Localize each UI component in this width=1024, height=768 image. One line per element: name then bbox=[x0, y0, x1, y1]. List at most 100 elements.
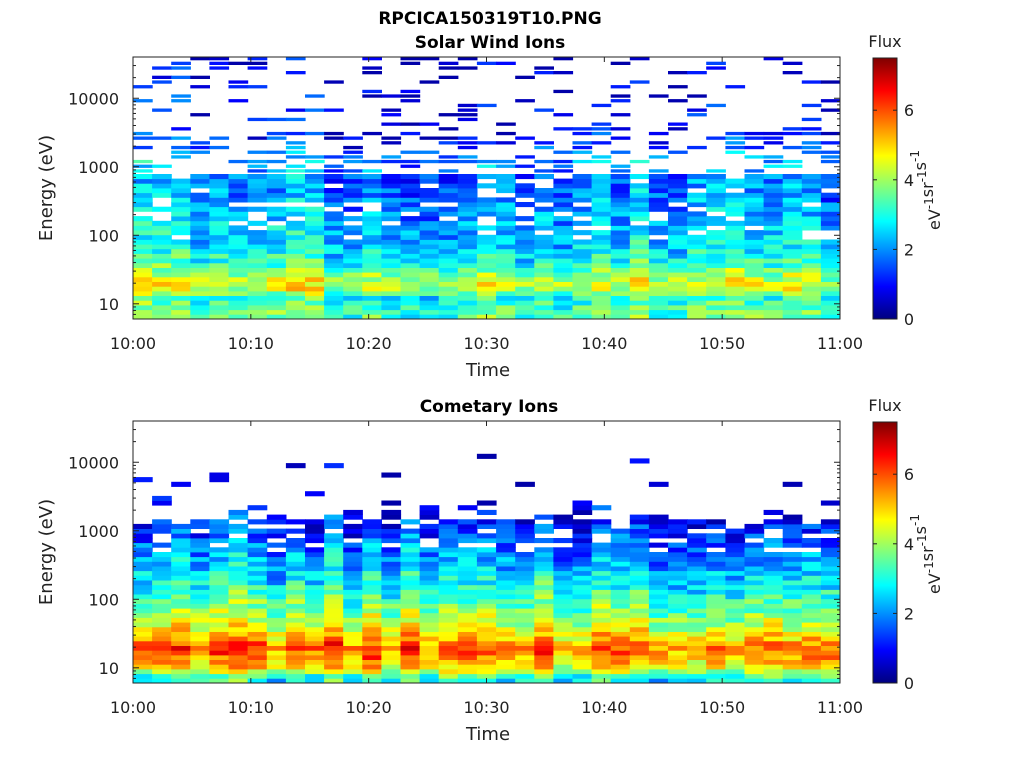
heatmap-cell bbox=[687, 589, 707, 595]
heatmap-cell bbox=[668, 300, 688, 306]
heatmap-cell bbox=[305, 617, 325, 623]
heatmap-cell bbox=[763, 556, 784, 562]
heatmap-cell bbox=[419, 673, 440, 679]
heatmap-cell bbox=[247, 244, 268, 250]
heatmap-cell bbox=[782, 131, 803, 136]
heatmap-cell bbox=[438, 178, 459, 184]
heatmap-cell bbox=[324, 281, 344, 287]
heatmap-cell bbox=[400, 164, 421, 168]
heatmap-cell bbox=[553, 612, 574, 618]
heatmap-cell bbox=[209, 272, 230, 278]
heatmap-cell bbox=[591, 603, 612, 609]
heatmap-cell bbox=[744, 145, 765, 150]
heatmap-cell bbox=[457, 155, 478, 159]
heatmap-cell bbox=[629, 528, 650, 534]
heatmap-cell bbox=[457, 267, 478, 273]
heatmap-cell bbox=[763, 612, 784, 618]
heatmap-cell bbox=[457, 108, 478, 112]
heatmap-cell bbox=[305, 258, 325, 264]
heatmap-cell bbox=[190, 183, 210, 189]
heatmap-cell bbox=[591, 589, 612, 595]
heatmap-cell bbox=[305, 174, 325, 180]
heatmap-cell bbox=[285, 131, 306, 136]
heatmap-cell bbox=[572, 309, 593, 315]
heatmap-cell bbox=[801, 295, 822, 301]
heatmap-cell bbox=[457, 561, 478, 567]
heatmap-cell bbox=[572, 552, 593, 558]
heatmap-cell bbox=[782, 197, 803, 203]
heatmap-cell bbox=[534, 272, 554, 278]
heatmap-cell bbox=[725, 225, 746, 231]
heatmap-cell bbox=[572, 556, 593, 562]
heatmap-cell bbox=[438, 127, 459, 131]
heatmap-cell bbox=[801, 314, 822, 319]
heatmap-cell bbox=[438, 622, 459, 628]
heatmap-cell bbox=[706, 276, 726, 282]
heatmap-cell bbox=[209, 262, 230, 268]
heatmap-cell bbox=[725, 131, 746, 136]
heatmap-cell bbox=[763, 561, 784, 567]
heatmap-cell bbox=[610, 603, 631, 609]
heatmap-cell bbox=[190, 57, 210, 61]
heatmap-cell bbox=[706, 626, 726, 632]
heatmap-cell bbox=[285, 300, 306, 306]
heatmap-cell bbox=[801, 309, 822, 315]
heatmap-cell bbox=[362, 519, 382, 525]
heatmap-cell bbox=[171, 556, 191, 562]
heatmap-cell bbox=[285, 622, 306, 628]
heatmap-cell bbox=[209, 664, 230, 670]
heatmap-cell bbox=[648, 678, 669, 683]
heatmap-cell bbox=[496, 617, 516, 623]
heatmap-cell bbox=[629, 538, 650, 544]
heatmap-cell bbox=[285, 664, 306, 670]
heatmap-cell bbox=[209, 659, 230, 665]
heatmap-cell bbox=[285, 258, 306, 264]
heatmap-cell bbox=[534, 300, 554, 306]
heatmap-cell bbox=[763, 622, 784, 628]
heatmap-cell bbox=[457, 174, 478, 180]
heatmap-cell bbox=[266, 272, 287, 278]
heatmap-cell bbox=[629, 626, 650, 632]
heatmap-cell bbox=[515, 603, 535, 609]
x-tick-label: 10:50 bbox=[699, 334, 745, 353]
heatmap-cell bbox=[247, 174, 268, 180]
heatmap-cell bbox=[381, 267, 402, 273]
heatmap-cell bbox=[782, 533, 803, 539]
heatmap-cell bbox=[534, 290, 554, 296]
heatmap-cell bbox=[362, 230, 382, 236]
heatmap-cell bbox=[763, 664, 784, 670]
heatmap-cell bbox=[801, 197, 822, 203]
heatmap-cell bbox=[343, 169, 363, 173]
heatmap-cell bbox=[438, 523, 459, 529]
heatmap-cell bbox=[572, 174, 593, 180]
heatmap-cell bbox=[324, 556, 344, 562]
heatmap-cell bbox=[572, 566, 593, 572]
heatmap-cell bbox=[133, 197, 153, 203]
heatmap-cell bbox=[820, 570, 840, 576]
heatmap-cell bbox=[400, 659, 421, 665]
heatmap-cell bbox=[820, 197, 840, 203]
heatmap-cell bbox=[629, 174, 650, 180]
heatmap-cell bbox=[496, 164, 516, 168]
heatmap-cell bbox=[266, 216, 287, 222]
heatmap-cell bbox=[152, 300, 172, 306]
heatmap-cell bbox=[285, 239, 306, 245]
heatmap-cell bbox=[534, 603, 554, 609]
heatmap-cell bbox=[591, 202, 612, 208]
heatmap-cell bbox=[362, 654, 382, 660]
heatmap-cell bbox=[629, 622, 650, 628]
heatmap-cell bbox=[209, 290, 230, 296]
heatmap-cell bbox=[763, 164, 784, 168]
heatmap-cell bbox=[515, 570, 535, 576]
heatmap-cell bbox=[171, 276, 191, 282]
heatmap-cell bbox=[305, 580, 325, 586]
heatmap-cell bbox=[419, 300, 440, 306]
heatmap-cell bbox=[629, 612, 650, 618]
heatmap-cell bbox=[534, 561, 554, 567]
heatmap-cell bbox=[457, 141, 478, 145]
heatmap-cell bbox=[419, 514, 440, 520]
heatmap-cell bbox=[457, 556, 478, 562]
heatmap-cell bbox=[515, 188, 535, 194]
heatmap-cell bbox=[457, 300, 478, 306]
x-tick-label: 10:20 bbox=[346, 334, 392, 353]
